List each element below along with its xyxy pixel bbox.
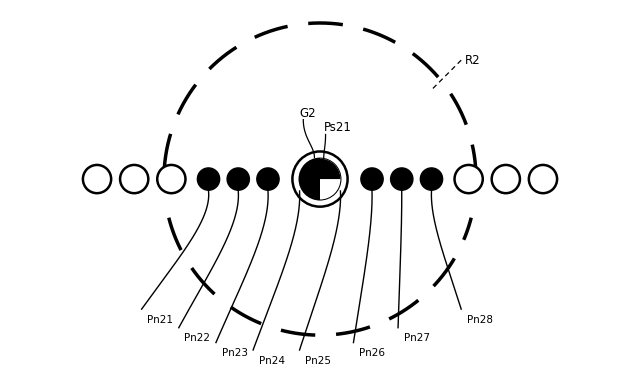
Circle shape [492,165,520,193]
Circle shape [227,168,250,190]
Text: Pn26: Pn26 [359,348,385,358]
Circle shape [83,165,111,193]
Wedge shape [320,159,340,179]
Text: R2: R2 [465,54,481,67]
Text: Pn21: Pn21 [147,315,173,325]
Circle shape [454,165,483,193]
Circle shape [197,168,220,190]
Circle shape [157,165,186,193]
Text: Pn27: Pn27 [404,333,429,343]
Circle shape [120,165,148,193]
Text: G2: G2 [300,107,316,120]
Text: Pn24: Pn24 [259,355,285,366]
Circle shape [257,168,279,190]
Circle shape [529,165,557,193]
Circle shape [300,159,340,200]
Text: Pn25: Pn25 [305,355,331,366]
Text: Pn22: Pn22 [184,333,211,343]
Text: Pn23: Pn23 [221,348,248,358]
Text: Ps21: Ps21 [324,122,351,135]
Wedge shape [320,159,340,200]
Circle shape [420,168,443,190]
Text: Pn28: Pn28 [467,315,493,325]
Circle shape [390,168,413,190]
Circle shape [361,168,383,190]
